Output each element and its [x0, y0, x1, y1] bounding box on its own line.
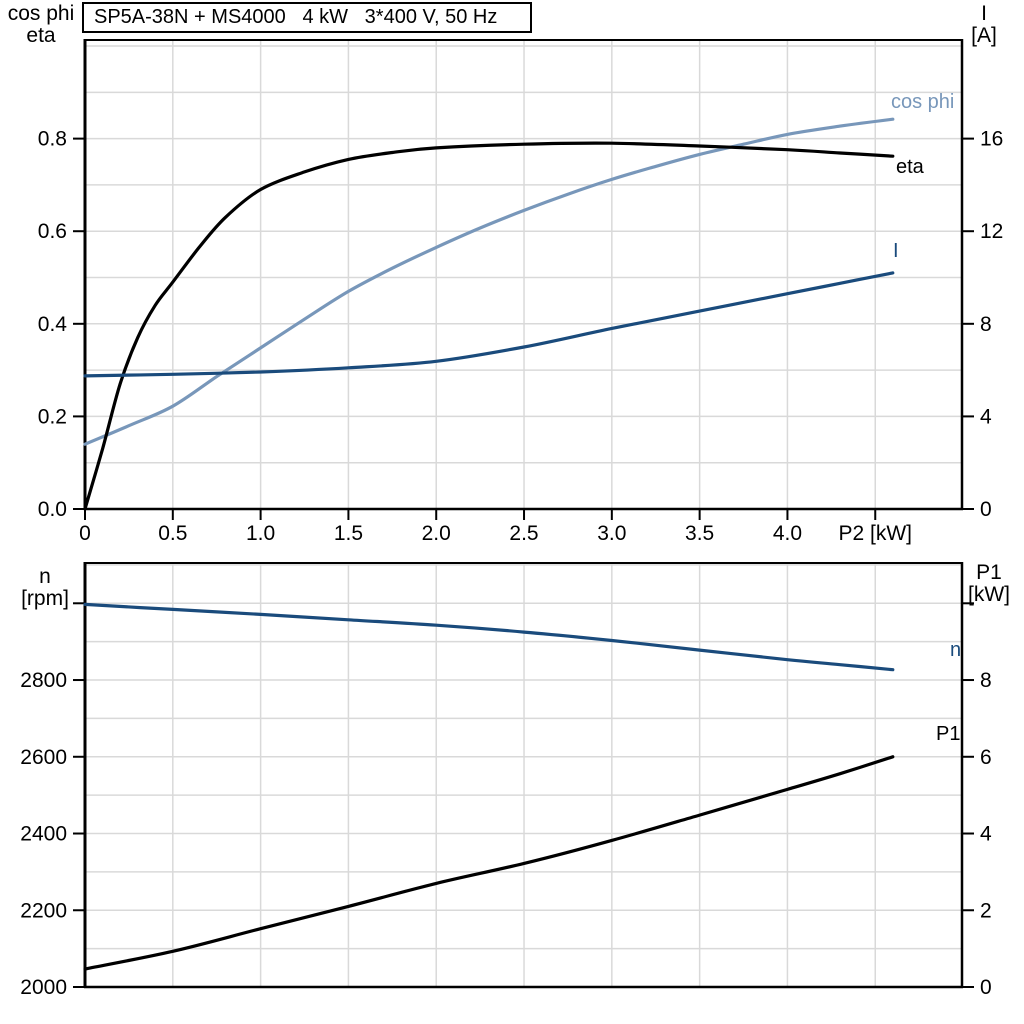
bottom-ticks: 2000 2200 2400 2600 2800 0 2 4 6 8 [20, 602, 992, 999]
cos-phi-curve [83, 117, 895, 446]
top-left-tick-label: 0.0 [38, 498, 67, 521]
top-right-tick-label: 0 [980, 498, 992, 521]
top-x-tick-label: 2.5 [509, 522, 538, 545]
eta-axis-label: eta [26, 24, 56, 47]
cos-phi-curve-label: cos phi [891, 91, 955, 113]
bottom-right-tick-label: 6 [980, 746, 992, 769]
top-ticks: 0 0.5 1.0 1.5 2.0 2.5 3.0 3.5 4.0 P2 [kW] 0.0 0.2 0.… [38, 128, 1004, 545]
bottom-left-tick-label: 2000 [20, 976, 67, 999]
top-left-axis-header: cos phi eta [3, 3, 79, 47]
top-x-tick-label: 0 [79, 522, 91, 545]
bottom-right-tick-label: 0 [980, 976, 992, 999]
top-x-tick-label: 0.5 [158, 522, 187, 545]
top-x-tick-label: 3.5 [685, 522, 714, 545]
current-curve-label: I [893, 240, 899, 262]
bottom-gridlines [85, 563, 962, 987]
top-right-tick-label: 4 [980, 405, 992, 428]
top-left-tick-label: 0.8 [38, 128, 67, 151]
eta-curve-label: eta [896, 156, 924, 178]
current-axis-label: I [981, 2, 987, 25]
top-right-axis-header: I [A] [952, 3, 1016, 47]
top-gridlines [85, 40, 962, 509]
bottom-left-tick-label: 2400 [20, 823, 67, 846]
bottom-right-axis-header: P1 [kW] [957, 562, 1021, 606]
bottom-left-tick-label: 2200 [20, 899, 67, 922]
top-x-tick-label: 2.0 [422, 522, 451, 545]
bottom-frame [83, 562, 964, 989]
top-x-tick-label: P2 [kW] [838, 522, 912, 545]
bottom-right-tick-label: 4 [980, 823, 992, 846]
speed-unit-label: [rpm] [21, 587, 69, 610]
current-curve [83, 271, 895, 378]
cos-phi-axis-label: cos phi [7, 2, 75, 25]
top-right-tick-label: 12 [980, 220, 1003, 243]
speed-curve-label: n [950, 639, 962, 661]
chart-title: SP5A-38N + MS4000 4 kW 3*400 V, 50 Hz [82, 2, 532, 33]
top-x-tick-label: 1.0 [246, 522, 275, 545]
bottom-left-axis-header: n [rpm] [7, 566, 83, 610]
bottom-left-tick-label: 2600 [20, 746, 67, 769]
top-left-tick-label: 0.4 [38, 313, 68, 336]
top-left-tick-label: 0.2 [38, 405, 67, 428]
top-right-tick-label: 8 [980, 313, 992, 336]
bottom-right-tick-label: 2 [980, 899, 992, 922]
p1-curve [83, 755, 895, 971]
eta-curve [83, 141, 895, 511]
top-x-tick-label: 3.0 [597, 522, 626, 545]
speed-axis-label: n [39, 565, 51, 588]
bottom-chart: 2000 2200 2400 2600 2800 0 2 4 6 8 [20, 562, 992, 999]
current-unit-label: [A] [971, 24, 997, 47]
p1-curve-label: P1 [936, 723, 961, 745]
top-x-tick-label: 1.5 [334, 522, 363, 545]
p1-axis-label: P1 [976, 561, 1002, 584]
bottom-left-tick-label: 2800 [20, 669, 67, 692]
speed-curve [83, 602, 895, 672]
p1-unit-label: [kW] [968, 583, 1010, 606]
top-left-tick-label: 0.6 [38, 220, 67, 243]
top-chart: 0 0.5 1.0 1.5 2.0 2.5 3.0 3.5 4.0 P2 [kW] 0.0 0.2 0.… [38, 39, 1004, 545]
top-x-tick-label: 4.0 [773, 522, 802, 545]
bottom-right-tick-label: 8 [980, 669, 992, 692]
top-right-tick-label: 16 [980, 128, 1003, 151]
